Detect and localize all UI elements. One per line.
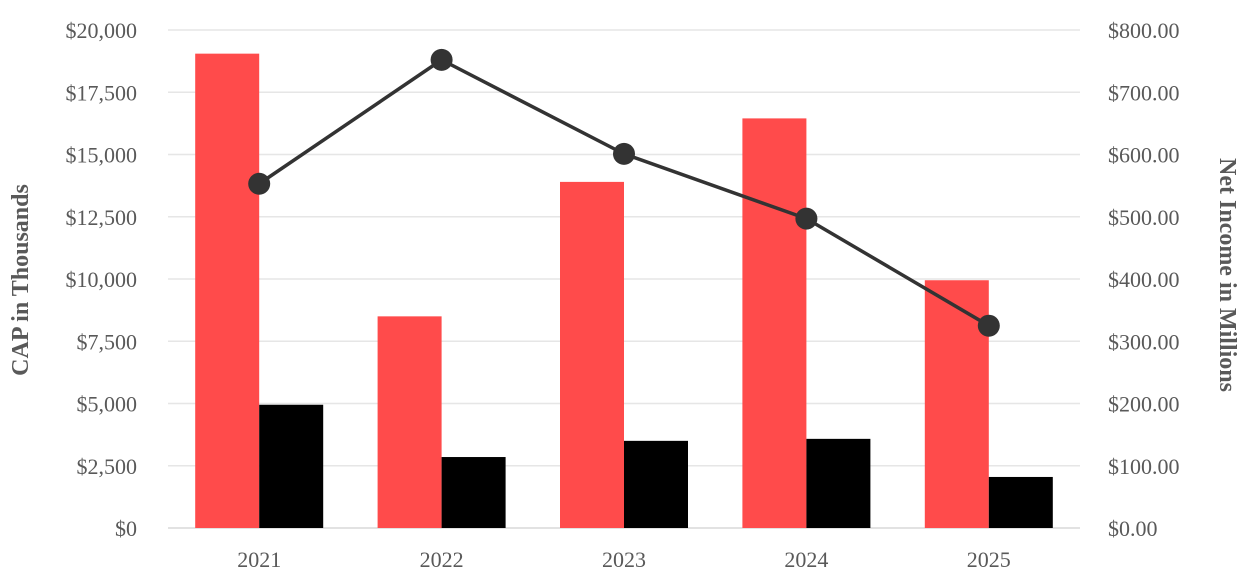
- y2-tick-label: $400.00: [1108, 267, 1180, 292]
- y2-tick-label: $500.00: [1108, 205, 1180, 230]
- y2-axis-title: Net Income in Millions: [1214, 158, 1240, 392]
- line-marker: [430, 48, 453, 71]
- y-tick-label: $17,500: [66, 80, 138, 105]
- y-tick-label: $5,000: [77, 392, 138, 417]
- bar-black: [441, 457, 506, 528]
- bar-red: [742, 118, 807, 529]
- y-tick-label: $2,500: [77, 454, 138, 479]
- y-tick-label: $7,500: [77, 329, 138, 354]
- x-tick-label: 2021: [237, 547, 281, 572]
- x-tick-label: 2025: [967, 547, 1011, 572]
- line-marker: [977, 314, 1000, 337]
- bar-red: [377, 316, 442, 528]
- net-income-line: [248, 48, 1000, 337]
- y2-tick-label: $800.00: [1108, 18, 1180, 43]
- line-marker: [248, 172, 271, 195]
- line-marker: [795, 207, 818, 230]
- y2-tick-label: $100.00: [1108, 454, 1180, 479]
- y-tick-label: $10,000: [66, 267, 138, 292]
- y-tick-label: $0: [115, 516, 137, 541]
- y-tick-label: $20,000: [66, 18, 138, 43]
- y2-tick-label: $0.00: [1108, 516, 1158, 541]
- x-tick-label: 2023: [602, 547, 646, 572]
- bar-black: [624, 440, 688, 528]
- line-marker: [613, 142, 635, 165]
- y2-tick-label: $200.00: [1108, 392, 1180, 417]
- bar-black: [988, 476, 1053, 528]
- y-tick-label: $15,000: [66, 143, 138, 168]
- bar-red: [195, 53, 260, 528]
- y-axis-title: CAP in Thousands: [8, 184, 34, 376]
- bar-red: [924, 280, 989, 528]
- bar-black: [806, 438, 871, 528]
- tick-labels: $0 $0.00 $2,500 $100.00 $5,000 $200.00 $7,500 $…: [66, 18, 1180, 572]
- y-tick-label: $12,500: [66, 205, 138, 230]
- x-tick-label: 2022: [420, 547, 464, 572]
- y2-tick-label: $700.00: [1108, 80, 1180, 105]
- y2-tick-label: $600.00: [1108, 143, 1180, 168]
- bar-red: [560, 181, 624, 528]
- x-tick-label: 2024: [784, 547, 828, 572]
- bar-black: [259, 404, 324, 528]
- bars: [195, 53, 1053, 529]
- y2-tick-label: $300.00: [1108, 329, 1180, 354]
